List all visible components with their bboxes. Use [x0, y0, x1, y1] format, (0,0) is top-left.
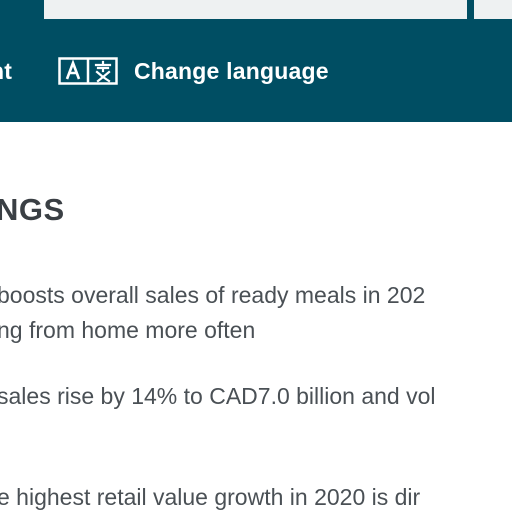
change-language-button[interactable]: Change language	[58, 20, 329, 122]
paragraph-1-line-2: ng from home more often	[0, 317, 256, 343]
change-language-label: Change language	[134, 57, 329, 84]
translate-icon	[58, 57, 118, 85]
nav-item-account[interactable]: nt	[0, 20, 12, 122]
nav-item-account-label: nt	[0, 57, 13, 84]
paragraph-1-line-1: boosts overall sales of ready meals in 2…	[0, 282, 426, 308]
main-content: NGS boosts overall sales of ready meals …	[0, 122, 512, 512]
section-heading: NGS	[0, 192, 65, 227]
paragraph-2-line-1: sales rise by 14% to CAD7.0 billion and …	[0, 383, 436, 409]
search-button-area[interactable]	[474, 0, 512, 19]
navigation-bar: nt Change language	[0, 20, 512, 122]
paragraph-3-line-1: e highest retail value growth in 2020 is…	[0, 484, 421, 510]
search-field-area[interactable]	[44, 0, 467, 19]
